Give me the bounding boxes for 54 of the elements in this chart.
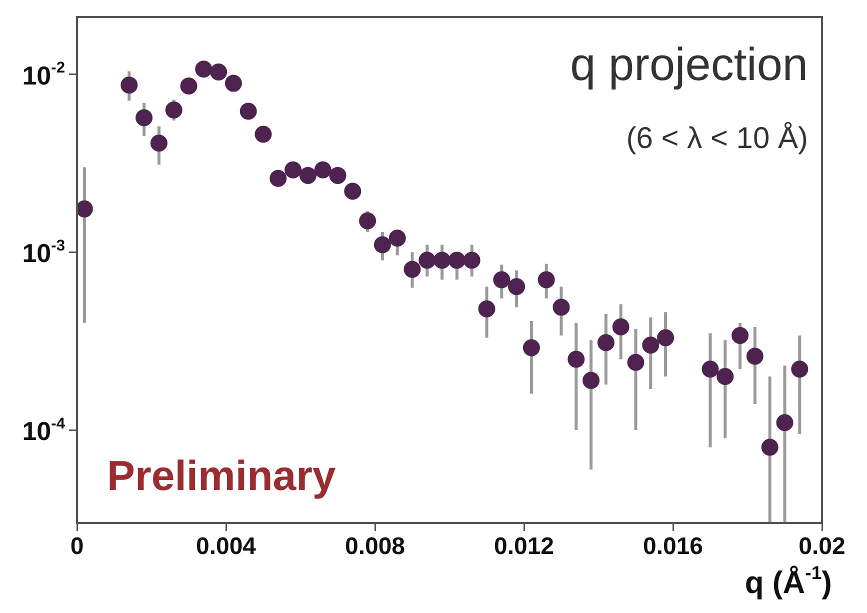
point [538, 271, 555, 288]
x-tick-label: 0 [70, 533, 84, 560]
point [732, 326, 749, 344]
x-tick-label: 0.02 [798, 533, 846, 560]
point [448, 252, 466, 269]
point [597, 334, 614, 352]
point [582, 372, 600, 389]
point [299, 166, 316, 184]
point [374, 236, 391, 254]
x-tick-label: 0.012 [494, 533, 554, 560]
text: (6 < λ < 10 Å) [626, 121, 808, 155]
point [642, 336, 660, 354]
point [702, 360, 719, 378]
point [493, 271, 510, 288]
point [240, 102, 257, 120]
point [270, 170, 287, 187]
point [716, 368, 734, 385]
point [552, 298, 570, 316]
x-tick-label: 0.016 [642, 533, 704, 560]
x-tick-label: 0.004 [196, 533, 257, 560]
point [522, 339, 540, 356]
point [388, 230, 406, 247]
point [568, 350, 585, 368]
point [210, 64, 228, 81]
point [627, 354, 644, 371]
point [284, 161, 302, 178]
point [612, 318, 630, 336]
text: q projection [570, 38, 808, 90]
point [776, 414, 794, 432]
point [761, 438, 778, 456]
point [359, 212, 376, 230]
point [180, 77, 198, 94]
point [329, 166, 346, 184]
point [508, 278, 526, 296]
point [418, 252, 436, 269]
point [224, 74, 242, 92]
point [120, 76, 138, 94]
point [77, 200, 93, 218]
annotation: Preliminary [107, 452, 336, 499]
point [746, 348, 764, 365]
point [150, 134, 168, 152]
point [165, 101, 182, 118]
point [404, 260, 421, 278]
point [344, 182, 362, 200]
point [434, 252, 451, 269]
point [314, 161, 332, 178]
x-tick-label: 0.008 [344, 533, 406, 560]
point [195, 60, 212, 78]
point [791, 360, 808, 378]
point [136, 109, 153, 126]
point [657, 329, 674, 346]
point [463, 252, 480, 269]
point [254, 126, 272, 143]
point [478, 300, 496, 318]
